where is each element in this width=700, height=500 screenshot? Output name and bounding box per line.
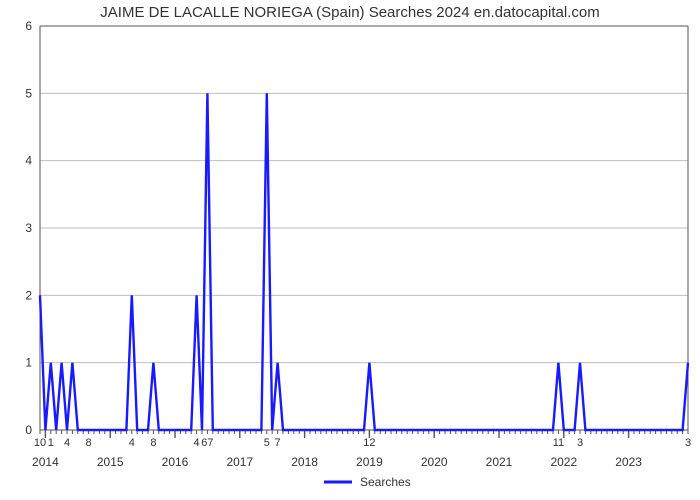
y-tick-label: 3 bbox=[25, 221, 32, 235]
y-tick-label: 5 bbox=[25, 86, 32, 100]
series-searches bbox=[40, 93, 688, 430]
y-tick-label: 0 bbox=[25, 423, 32, 437]
y-tick-label: 1 bbox=[25, 356, 32, 370]
y-tick-label: 4 bbox=[25, 154, 32, 168]
x-value-label: 4 bbox=[129, 437, 135, 449]
y-tick-label: 6 bbox=[25, 19, 32, 33]
chart-title: JAIME DE LACALLE NORIEGA (Spain) Searche… bbox=[0, 4, 700, 21]
x-year-label: 2017 bbox=[226, 455, 253, 469]
x-year-label: 2014 bbox=[32, 455, 59, 469]
x-year-label: 2015 bbox=[97, 455, 124, 469]
x-value-label: 3 bbox=[685, 437, 691, 449]
x-year-label: 2016 bbox=[162, 455, 189, 469]
x-year-label: 2018 bbox=[291, 455, 318, 469]
x-year-label: 2021 bbox=[486, 455, 513, 469]
chart-svg: 0123456201420152016201720182019202020212… bbox=[0, 0, 700, 500]
x-value-label: 11 bbox=[553, 437, 564, 449]
y-tick-label: 2 bbox=[25, 288, 32, 302]
chart-container: JAIME DE LACALLE NORIEGA (Spain) Searche… bbox=[0, 0, 700, 500]
x-value-label: 12 bbox=[363, 437, 375, 449]
x-value-label: 3 bbox=[577, 437, 583, 449]
x-value-label: 5 bbox=[264, 437, 270, 449]
x-value-label: 8 bbox=[86, 437, 92, 449]
x-year-label: 2022 bbox=[550, 455, 577, 469]
legend-label: Searches bbox=[360, 475, 411, 489]
x-value-label: 67 bbox=[201, 437, 213, 449]
x-year-label: 2020 bbox=[421, 455, 448, 469]
x-value-label: 4 bbox=[194, 437, 200, 449]
x-value-label: 7 bbox=[275, 437, 281, 449]
x-value-label: 4 bbox=[64, 437, 70, 449]
x-year-label: 2019 bbox=[356, 455, 383, 469]
x-value-label: 10 bbox=[34, 437, 46, 449]
x-value-label: 8 bbox=[150, 437, 156, 449]
x-year-label: 2023 bbox=[615, 455, 642, 469]
x-value-label: 1 bbox=[48, 437, 54, 449]
